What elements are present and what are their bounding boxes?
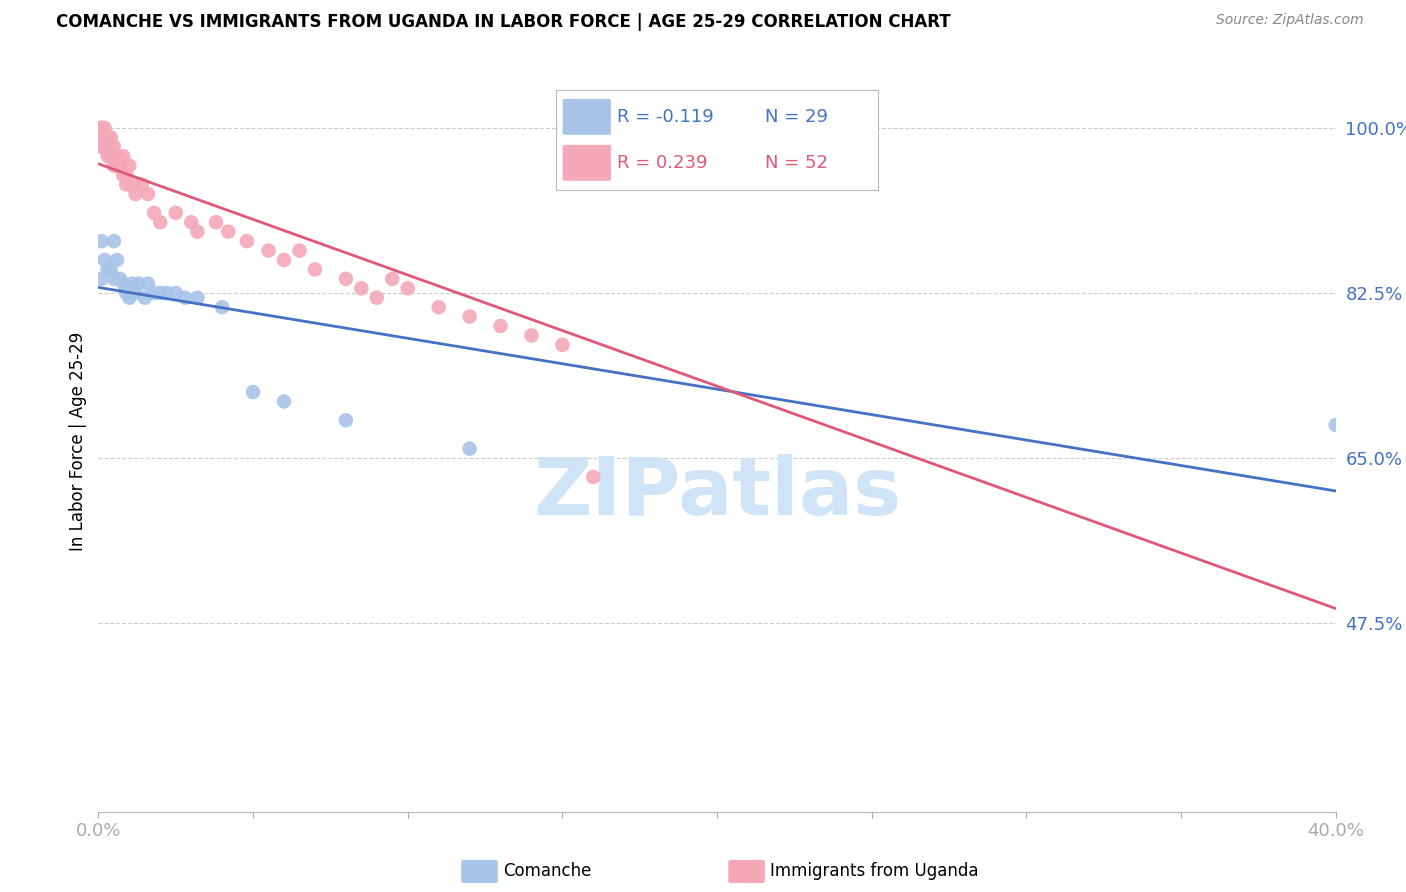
Point	[115, 285, 138, 300]
Point	[205, 215, 228, 229]
Point	[93, 140, 115, 154]
Point	[108, 159, 131, 173]
Point	[100, 149, 122, 163]
Point	[128, 277, 150, 291]
Point	[304, 262, 326, 277]
Point	[217, 225, 239, 239]
Point	[136, 186, 159, 201]
Point	[257, 244, 280, 258]
Point	[124, 186, 146, 201]
Point	[90, 272, 112, 286]
Point	[97, 140, 120, 154]
Point	[93, 120, 115, 135]
Point	[90, 140, 112, 154]
Point	[103, 140, 125, 154]
Point	[174, 291, 197, 305]
Point	[105, 159, 128, 173]
Point	[366, 291, 388, 305]
Point	[1324, 417, 1347, 432]
Point	[180, 215, 202, 229]
Point	[121, 277, 143, 291]
Point	[97, 149, 120, 163]
Point	[115, 168, 138, 182]
Point	[335, 413, 357, 427]
Point	[520, 328, 543, 343]
Y-axis label: In Labor Force | Age 25-29: In Labor Force | Age 25-29	[69, 332, 87, 551]
Point	[236, 234, 259, 248]
Point	[155, 285, 177, 300]
Point	[121, 178, 143, 192]
Point	[165, 285, 187, 300]
Point	[211, 300, 233, 314]
Point	[90, 120, 112, 135]
Point	[335, 272, 357, 286]
Point	[115, 178, 138, 192]
Point	[93, 252, 115, 267]
Point	[737, 130, 759, 145]
Point	[143, 206, 166, 220]
Point	[288, 244, 311, 258]
Point	[112, 168, 135, 182]
Text: Comanche: Comanche	[503, 863, 592, 880]
Point	[582, 470, 605, 484]
Point	[103, 149, 125, 163]
Point	[97, 130, 120, 145]
Point	[105, 252, 128, 267]
Point	[134, 291, 156, 305]
Point	[489, 318, 512, 333]
Point	[350, 281, 373, 295]
Point	[90, 120, 112, 135]
Point	[118, 159, 141, 173]
Point	[118, 291, 141, 305]
Point	[112, 277, 135, 291]
Point	[108, 272, 131, 286]
Point	[396, 281, 419, 295]
Point	[149, 285, 172, 300]
Point	[242, 384, 264, 399]
Point	[458, 310, 481, 324]
Point	[131, 178, 153, 192]
Point	[103, 159, 125, 173]
Text: Source: ZipAtlas.com: Source: ZipAtlas.com	[1216, 13, 1364, 28]
Point	[100, 262, 122, 277]
Point	[273, 394, 295, 409]
Text: Immigrants from Uganda: Immigrants from Uganda	[770, 863, 979, 880]
Point	[136, 277, 159, 291]
Point	[90, 234, 112, 248]
Point	[105, 149, 128, 163]
Point	[112, 149, 135, 163]
Point	[551, 338, 574, 352]
Text: ZIPatlas: ZIPatlas	[533, 454, 901, 533]
Point	[90, 130, 112, 145]
Point	[124, 285, 146, 300]
Point	[100, 130, 122, 145]
Point	[273, 252, 295, 267]
Text: COMANCHE VS IMMIGRANTS FROM UGANDA IN LABOR FORCE | AGE 25-29 CORRELATION CHART: COMANCHE VS IMMIGRANTS FROM UGANDA IN LA…	[56, 13, 950, 31]
Point	[97, 262, 120, 277]
Point	[458, 442, 481, 456]
Point	[143, 285, 166, 300]
Point	[90, 120, 112, 135]
Point	[93, 130, 115, 145]
Point	[103, 272, 125, 286]
Point	[186, 225, 208, 239]
Point	[149, 215, 172, 229]
Point	[165, 206, 187, 220]
Point	[186, 291, 208, 305]
Point	[103, 234, 125, 248]
Point	[427, 300, 450, 314]
Point	[381, 272, 404, 286]
